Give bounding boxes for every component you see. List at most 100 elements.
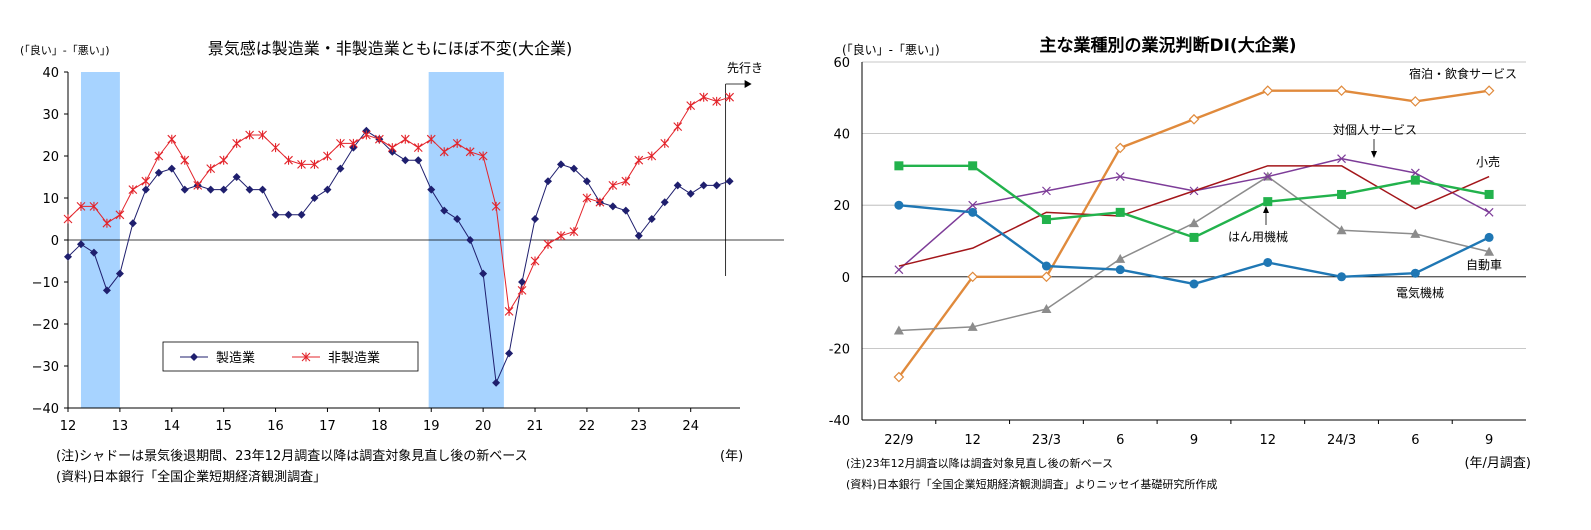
data-point	[102, 286, 111, 295]
data-point	[401, 156, 410, 165]
forecast-arrowhead	[744, 80, 752, 88]
series-label: 小売	[1476, 154, 1500, 169]
data-point	[1189, 218, 1199, 228]
x-tick-label: 17	[319, 419, 336, 434]
data-point	[336, 164, 345, 173]
data-point	[258, 185, 267, 194]
data-point	[310, 194, 319, 202]
data-point	[699, 92, 709, 102]
label-arrowhead	[1371, 151, 1377, 158]
data-point	[491, 201, 501, 211]
data-point	[284, 210, 293, 219]
data-point	[115, 210, 125, 220]
legend-label: 製造業	[216, 350, 255, 366]
data-point	[1484, 232, 1494, 242]
data-point	[63, 214, 73, 224]
series-label: 対個人サービス	[1333, 123, 1417, 137]
data-point	[968, 200, 978, 210]
data-point	[699, 181, 708, 190]
data-point	[1115, 253, 1126, 263]
data-point	[634, 155, 644, 165]
data-point	[1262, 85, 1274, 96]
data-point	[725, 177, 734, 186]
data-point	[673, 122, 683, 132]
data-point	[556, 160, 565, 169]
data-point	[167, 164, 176, 173]
data-point	[1409, 96, 1421, 107]
data-point	[582, 177, 591, 186]
y-tick-label: 0	[51, 234, 59, 249]
label-arrowhead	[1263, 206, 1269, 213]
source-line: (資料)日本銀行「全国企業短期経済観測調査」	[56, 469, 326, 485]
data-point	[271, 143, 280, 153]
x-tick-label: 24/3	[1327, 433, 1356, 448]
data-point	[1337, 189, 1347, 199]
data-point	[556, 231, 566, 241]
data-point	[400, 134, 410, 144]
data-point	[219, 155, 229, 165]
data-point	[1041, 261, 1051, 271]
data-point	[258, 130, 267, 140]
data-point	[349, 138, 358, 148]
series-markers-4	[893, 171, 1495, 335]
x-tick-label: 23/3	[1032, 433, 1061, 448]
y-tick-label: 40	[833, 128, 850, 143]
note-line: (注)23年12月調査以降は調査対象見直し後の新ベース	[846, 456, 1113, 470]
y-tick-label: 60	[833, 56, 850, 71]
data-point	[1337, 272, 1347, 282]
data-point	[193, 180, 203, 190]
data-point	[967, 271, 979, 283]
data-point	[1042, 186, 1051, 196]
legend-label: 非製造業	[328, 350, 380, 366]
data-point	[361, 130, 371, 140]
data-point	[115, 269, 124, 278]
x-tick-label: 18	[371, 419, 388, 434]
data-point	[1115, 265, 1125, 275]
x-tick-label: 6	[1411, 433, 1419, 448]
source-line: (資料)日本銀行「全国企業短期経済観測調査」よりニッセイ基礎研究所作成	[846, 477, 1217, 491]
series-markers-1	[894, 154, 1494, 275]
data-point	[1188, 113, 1200, 125]
data-point	[686, 101, 696, 111]
data-point	[1410, 175, 1420, 185]
data-point	[621, 176, 631, 186]
y-tick-label: 0	[842, 271, 850, 286]
series-line-2	[898, 165, 1490, 267]
data-point	[505, 349, 514, 358]
data-point	[297, 159, 306, 169]
y-tick-label: 10	[42, 192, 59, 207]
series-markers-3	[894, 161, 1494, 242]
data-point	[1337, 154, 1346, 164]
data-point	[387, 143, 397, 153]
x-tick-label: 6	[1116, 433, 1124, 448]
x-tick-label: 23	[631, 419, 648, 434]
x-tick-label: 15	[215, 419, 232, 434]
x-tick-label: 21	[527, 419, 544, 434]
data-point	[595, 197, 605, 207]
data-point	[453, 215, 462, 223]
data-point	[1189, 279, 1199, 289]
x-tick-label: 9	[1485, 433, 1493, 448]
data-point	[180, 155, 190, 165]
data-point	[712, 181, 721, 190]
y-tick-label: 20	[833, 199, 850, 214]
data-point	[1483, 85, 1495, 96]
data-point	[232, 173, 241, 181]
data-point	[89, 248, 98, 257]
data-point	[167, 134, 177, 144]
data-point	[141, 176, 151, 186]
data-point	[154, 151, 164, 161]
data-point	[544, 177, 552, 186]
data-point	[634, 231, 643, 240]
y-tick-label: −10	[32, 276, 59, 291]
series-label: 宿泊・飲食サービス	[1409, 66, 1517, 81]
data-point	[76, 201, 86, 211]
data-point	[271, 210, 280, 219]
x-tick-label: 13	[112, 419, 129, 434]
y-tick-label: −30	[32, 360, 59, 375]
y-tick-label: 20	[42, 150, 59, 165]
y-tick-label: 40	[42, 66, 59, 81]
x-tick-label: 12	[964, 433, 981, 448]
data-point	[1041, 215, 1051, 225]
